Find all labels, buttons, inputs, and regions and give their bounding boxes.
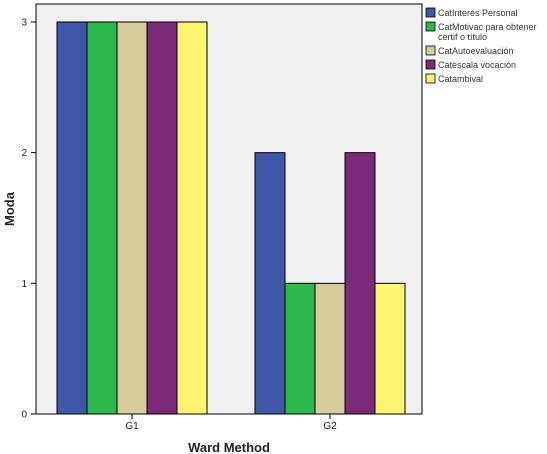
x-axis-title: Ward Method (188, 440, 270, 454)
y-tick-label: 3 (21, 18, 27, 29)
bar-g1-catescala-vocacion (146, 21, 178, 415)
legend-label-catautoevaluacion: CatAutoevaluación (438, 46, 514, 56)
x-tick-label: G2 (323, 421, 337, 432)
bar-g1-catambival (176, 21, 208, 415)
y-tick-label: 1 (21, 279, 27, 290)
legend-swatch-catescala-vocacion (425, 59, 436, 70)
axes-group: 0 1 2 3 G1 G2 (21, 18, 337, 433)
legend-swatch-catautoevaluacion (425, 45, 436, 56)
bar-g2-catambival (374, 282, 406, 415)
legend-label-catambival: Catambival (438, 74, 483, 84)
bar-g1-catautoevaluacion (116, 21, 148, 415)
legend-swatch-catmotivac-para-obtener-certif-o-titulo (425, 21, 436, 32)
bar-g1-catmotivac-para-obtener-certif-o-titulo (86, 21, 118, 415)
bar-g2-catescala-vocacion (344, 152, 376, 415)
y-axis-title: Moda (2, 191, 17, 226)
bar-g2-catinteres-personal (254, 152, 286, 415)
legend-label-catinteres-personal: CatInterés Personal (438, 8, 518, 18)
y-tick-label: 0 (21, 410, 27, 421)
legend-swatch-catinteres-personal (425, 7, 436, 18)
x-tick-label: G1 (125, 421, 139, 432)
legend-swatch-catambival (425, 73, 436, 84)
bar-g1-catinteres-personal (56, 21, 88, 415)
legend-label-catescala-vocacion: Catescala vocación (438, 60, 516, 70)
bar-g2-catmotivac-para-obtener-certif-o-titulo (284, 282, 316, 415)
bars-group (56, 21, 406, 415)
legend-label-catmotivac-para-obtener-certif-o-titulo: CatMotivac para obtener certif o título (438, 22, 537, 42)
legend: CatInterés Personal CatMotivac para obten… (425, 7, 537, 84)
bar-g2-catautoevaluacion (314, 282, 346, 415)
y-tick-label: 2 (21, 148, 27, 159)
